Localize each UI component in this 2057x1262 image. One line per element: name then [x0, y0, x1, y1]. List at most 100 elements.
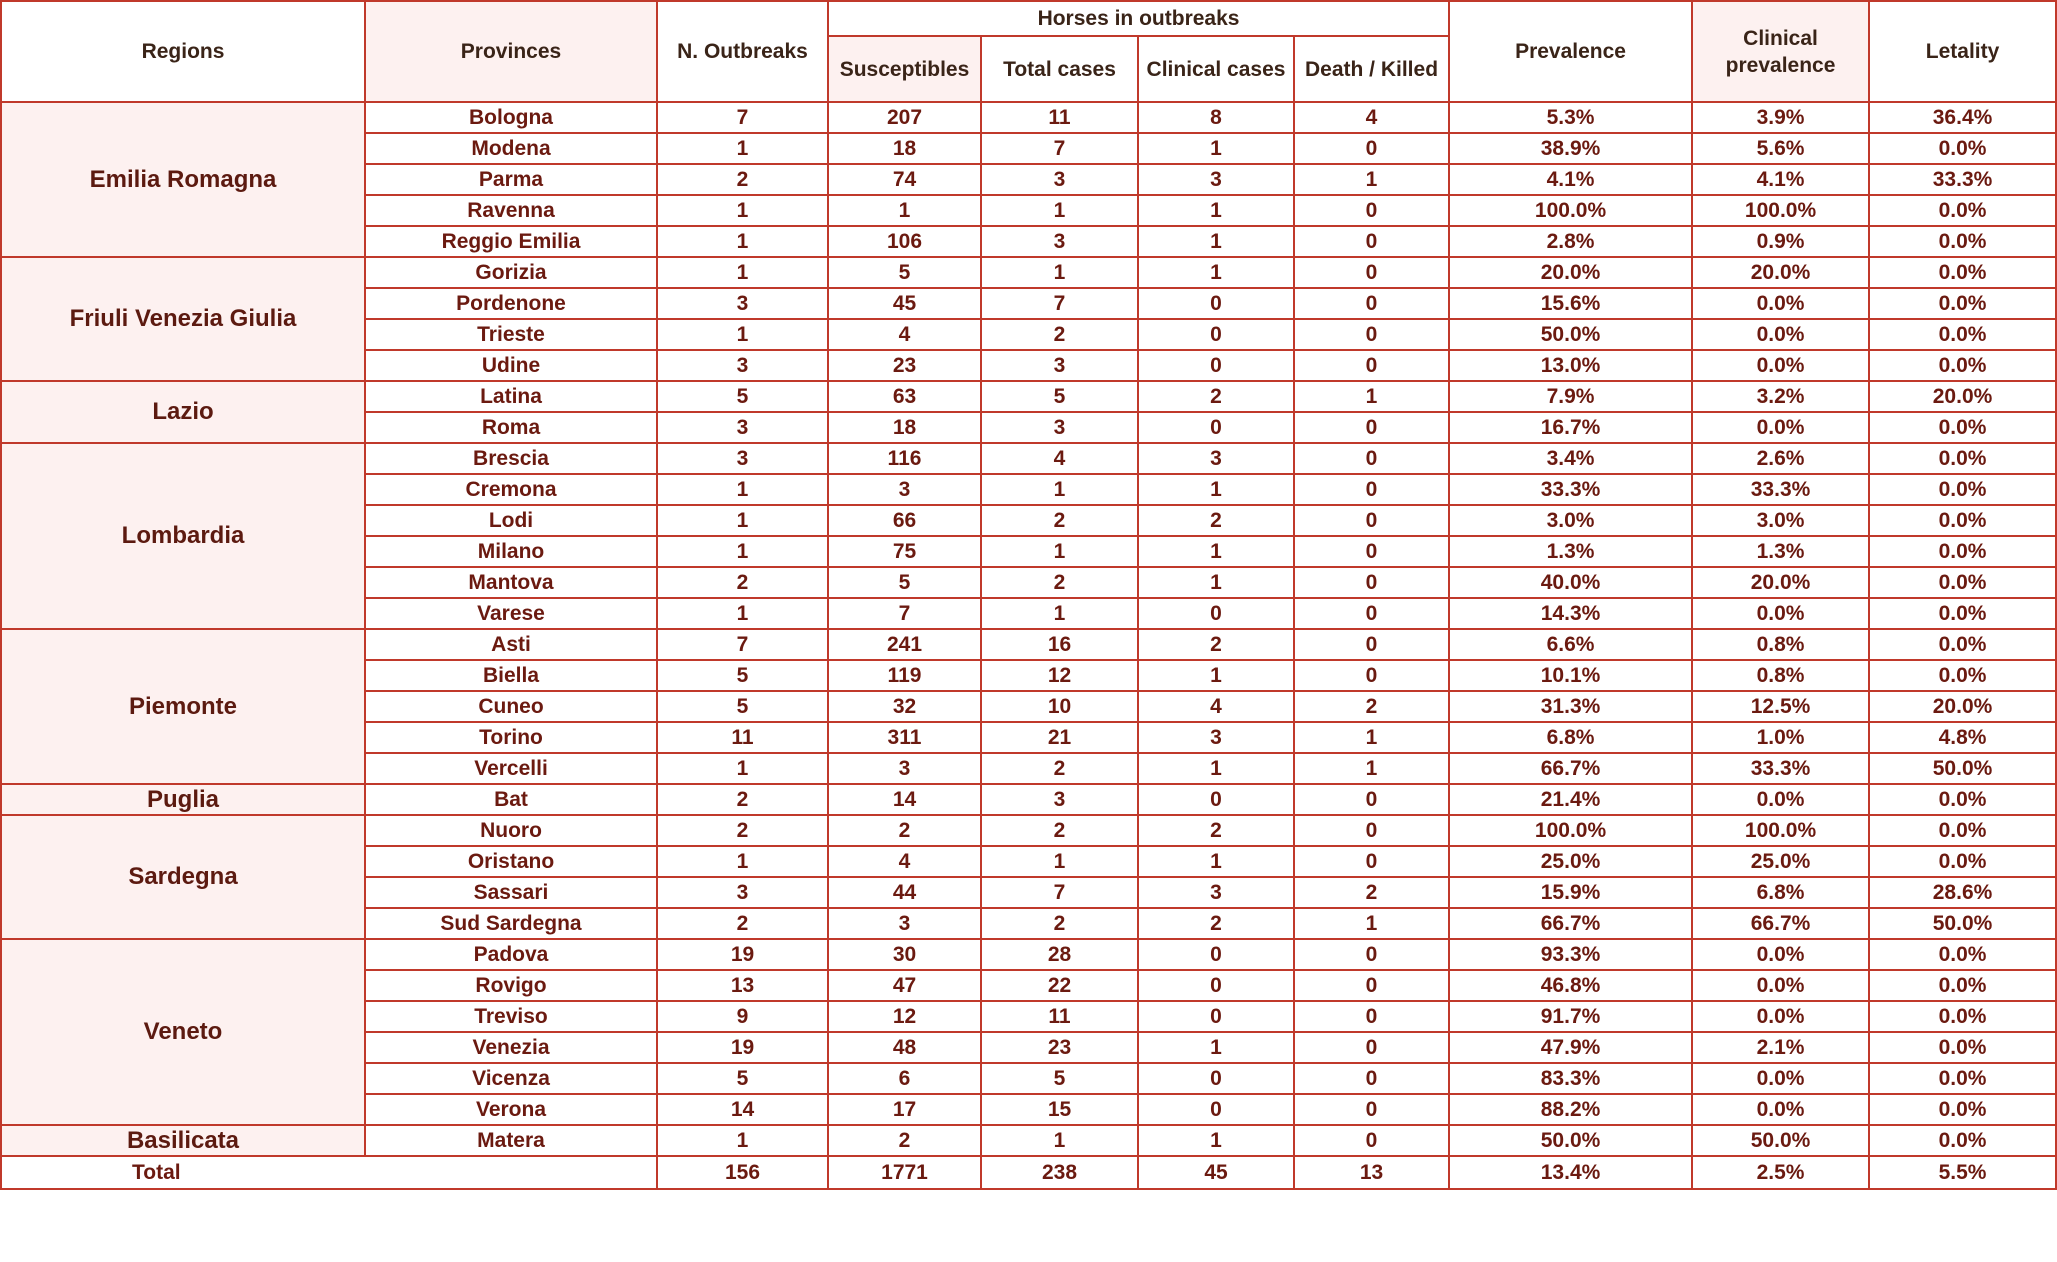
- header-death-killed: Death / Killed: [1292, 35, 1451, 103]
- province-cell: Udine: [364, 349, 658, 382]
- prevalence-cell: 83.3%: [1448, 1062, 1694, 1095]
- table-row: Lazio Latina 5 63 5 2 1 7.9% 3.2% 20.0%: [0, 380, 2057, 444]
- clinical-prevalence-cell: 4.1%: [1691, 163, 1871, 196]
- prevalence-cell: 66.7%: [1448, 907, 1694, 940]
- outbreaks-cell: 1: [656, 256, 829, 289]
- letality-cell: 0.0%: [1868, 938, 2057, 971]
- province-cell: Vercelli: [364, 752, 658, 785]
- susceptibles-cell: 4: [827, 845, 982, 878]
- region-cell: Basilicata: [0, 1124, 366, 1157]
- clinical-prevalence-cell: 20.0%: [1691, 566, 1871, 599]
- clinical-cases-cell: 3: [1137, 163, 1295, 196]
- clinical-cases-cell: 2: [1137, 907, 1295, 940]
- total-cases-cell: 3: [980, 411, 1139, 444]
- susceptibles-cell: 6: [827, 1062, 982, 1095]
- total-cases-cell: 11: [980, 101, 1139, 134]
- province-cell: Padova: [364, 938, 658, 971]
- clinical-prevalence-cell: 50.0%: [1691, 1124, 1871, 1157]
- header-outbreaks: N. Outbreaks: [656, 0, 829, 103]
- clinical-cases-cell: 1: [1137, 535, 1295, 568]
- total-row: Total 156 1771 238 45 13 13.4% 2.5% 5.5%: [0, 1155, 2057, 1190]
- outbreaks-cell: 1: [656, 473, 829, 506]
- clinical-prevalence-cell: 0.0%: [1691, 783, 1871, 816]
- outbreaks-cell: 9: [656, 1000, 829, 1033]
- susceptibles-cell: 311: [827, 721, 982, 754]
- letality-cell: 0.0%: [1868, 194, 2057, 227]
- prevalence-cell: 31.3%: [1448, 690, 1694, 723]
- susceptibles-cell: 47: [827, 969, 982, 1002]
- outbreaks-cell: 3: [656, 876, 829, 909]
- outbreaks-table: Regions Provinces N. Outbreaks Horses in…: [0, 0, 2057, 1190]
- clinical-prevalence-cell: 1.0%: [1691, 721, 1871, 754]
- letality-cell: 0.0%: [1868, 1124, 2057, 1157]
- province-cell: Modena: [364, 132, 658, 165]
- table-header: Regions Provinces N. Outbreaks Horses in…: [0, 0, 2057, 103]
- province-cell: Sassari: [364, 876, 658, 909]
- letality-cell: 0.0%: [1868, 256, 2057, 289]
- susceptibles-cell: 3: [827, 907, 982, 940]
- clinical-prevalence-cell: 0.0%: [1691, 1000, 1871, 1033]
- death-killed-cell: 0: [1292, 628, 1451, 661]
- outbreaks-cell: 1: [656, 194, 829, 227]
- clinical-prevalence-cell: 12.5%: [1691, 690, 1871, 723]
- death-killed-cell: 0: [1292, 1124, 1451, 1157]
- province-cell: Rovigo: [364, 969, 658, 1002]
- clinical-prevalence-cell: 0.8%: [1691, 628, 1871, 661]
- prevalence-cell: 100.0%: [1448, 194, 1694, 227]
- letality-cell: 0.0%: [1868, 783, 2057, 816]
- susceptibles-cell: 5: [827, 566, 982, 599]
- total-cases-cell: 2: [980, 907, 1139, 940]
- total-cases-cell: 23: [980, 1031, 1139, 1064]
- table-row: Torino 11 311 21 3 1 6.8% 1.0% 4.8%: [1, 721, 2057, 754]
- province-cell: Pordenone: [364, 287, 658, 320]
- header-prevalence: Prevalence: [1448, 0, 1694, 103]
- prevalence-cell: 6.8%: [1448, 721, 1694, 754]
- prevalence-cell: 14.3%: [1448, 597, 1694, 630]
- prevalence-cell: 7.9%: [1448, 380, 1694, 413]
- outbreaks-cell: 3: [656, 287, 829, 320]
- clinical-prevalence-cell: 0.0%: [1691, 597, 1871, 630]
- table-row: Parma 2 74 3 3 1 4.1% 4.1% 33.3%: [1, 163, 2057, 196]
- clinical-prevalence-cell: 20.0%: [1691, 256, 1871, 289]
- clinical-prevalence-cell: 25.0%: [1691, 845, 1871, 878]
- death-killed-cell: 0: [1292, 1031, 1451, 1064]
- total-cases-cell: 2: [980, 814, 1139, 847]
- table-row: Sud Sardegna 2 3 2 2 1 66.7% 66.7% 50.0%: [1, 907, 2057, 940]
- letality-cell: 0.0%: [1868, 535, 2057, 568]
- clinical-cases-cell: 0: [1137, 287, 1295, 320]
- outbreaks-cell: 14: [656, 1093, 829, 1126]
- table-row: Basilicata Matera 1 2 1 1 0 50.0% 50.0% 0.0%: [0, 1124, 2057, 1157]
- susceptibles-cell: 66: [827, 504, 982, 537]
- province-cell: Matera: [364, 1124, 658, 1157]
- province-cell: Biella: [364, 659, 658, 692]
- prevalence-cell: 50.0%: [1448, 318, 1694, 351]
- province-cell: Gorizia: [364, 256, 658, 289]
- clinical-cases-cell: 1: [1137, 256, 1295, 289]
- prevalence-cell: 50.0%: [1448, 1124, 1694, 1157]
- letality-cell: 0.0%: [1868, 318, 2057, 351]
- letality-cell: 0.0%: [1868, 504, 2057, 537]
- total-cases-cell: 2: [980, 752, 1139, 785]
- outbreaks-cell: 1: [656, 1124, 829, 1157]
- clinical-prevalence-cell: 100.0%: [1691, 194, 1871, 227]
- outbreaks-cell: 2: [656, 163, 829, 196]
- total-cases-cell: 10: [980, 690, 1139, 723]
- total-cases-cell: 3: [980, 163, 1139, 196]
- header-horses-group: Horses in outbreaks: [826, 0, 1451, 37]
- total-cases-cell: 1: [980, 194, 1139, 227]
- clinical-cases-cell: 3: [1137, 442, 1295, 475]
- clinical-cases-cell: 1: [1137, 1124, 1295, 1157]
- clinical-cases-cell: 0: [1137, 1000, 1295, 1033]
- prevalence-cell: 2.8%: [1448, 225, 1694, 258]
- region-cell: Lazio: [0, 380, 366, 444]
- total-clinical-prevalence: 2.5%: [1691, 1155, 1871, 1190]
- prevalence-cell: 15.6%: [1448, 287, 1694, 320]
- letality-cell: 0.0%: [1868, 1031, 2057, 1064]
- prevalence-cell: 38.9%: [1448, 132, 1694, 165]
- death-killed-cell: 0: [1292, 411, 1451, 444]
- susceptibles-cell: 116: [827, 442, 982, 475]
- prevalence-cell: 66.7%: [1448, 752, 1694, 785]
- table-row: Venezia 19 48 23 1 0 47.9% 2.1% 0.0%: [1, 1031, 2057, 1064]
- province-cell: Varese: [364, 597, 658, 630]
- letality-cell: 4.8%: [1868, 721, 2057, 754]
